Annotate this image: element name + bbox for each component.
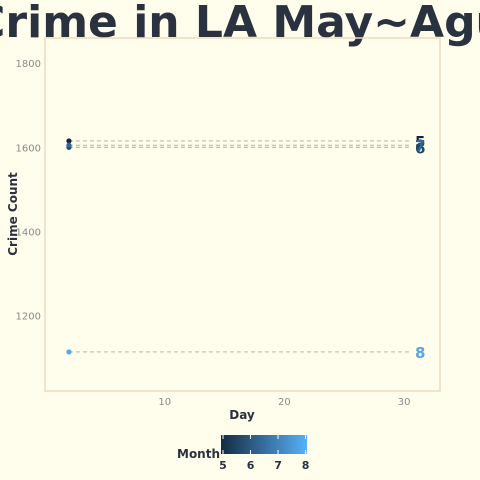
- x-tick-label: 20: [278, 397, 291, 408]
- legend-tick-label: 8: [302, 459, 310, 472]
- series-month-7: 7: [66, 137, 425, 155]
- x-axis-ticks: 10 20 30: [158, 397, 410, 408]
- y-tick-label: 1600: [16, 143, 41, 154]
- series-end-label: 6: [415, 139, 425, 157]
- legend-ticks: 5 6 7 8: [219, 435, 309, 472]
- series-month-8: 8: [66, 344, 425, 362]
- series-end-label: 7: [415, 137, 425, 155]
- series-end-label: 8: [415, 344, 425, 362]
- legend-title: Month: [177, 447, 220, 461]
- legend-tick-label: 7: [274, 459, 282, 472]
- series-month-6: 6: [66, 139, 425, 157]
- series-layer: 567 8: [66, 133, 425, 362]
- series-month-5: 5: [66, 133, 425, 151]
- data-point: [66, 138, 72, 144]
- x-tick-label: 10: [158, 397, 171, 408]
- plot-panel: [44, 37, 441, 392]
- x-axis-label: Day: [229, 408, 255, 422]
- y-axis-ticks: 1200 1400 1600 1800: [16, 59, 41, 322]
- color-legend: Month 5 6 7 8: [177, 435, 309, 472]
- legend-tick-label: 6: [247, 459, 255, 472]
- data-point: [66, 349, 72, 355]
- y-axis-label: Crime Count: [6, 172, 20, 256]
- legend-colorbar: [221, 435, 307, 454]
- y-tick-label: 1800: [16, 59, 41, 70]
- chart-title: Crime in LA May~Agu: [0, 0, 480, 48]
- series-end-label: 5: [415, 133, 425, 151]
- legend-tick-label: 5: [219, 459, 227, 472]
- data-point: [66, 142, 72, 148]
- x-tick-label: 30: [398, 397, 411, 408]
- y-tick-label: 1400: [16, 227, 41, 238]
- y-tick-label: 1200: [16, 311, 41, 322]
